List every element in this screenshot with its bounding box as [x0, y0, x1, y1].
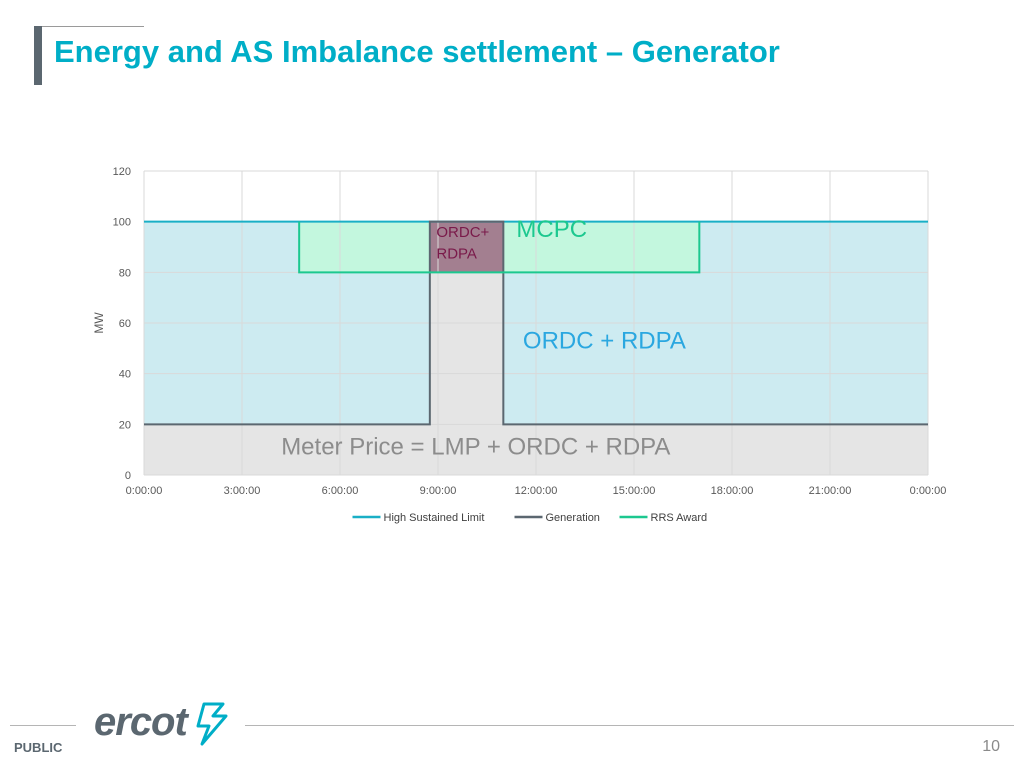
y-tick-label-80: 80 [119, 267, 131, 279]
region-generation-area [429, 272, 504, 425]
annotation-rdpa: RDPA [436, 245, 477, 262]
y-tick-label-100: 100 [113, 217, 131, 229]
footer-rule-left [10, 725, 76, 726]
y-axis-title: MW [92, 312, 106, 334]
annotation-ordc-rdpa: ORDC + RDPA [523, 327, 686, 354]
footer-rule-right [245, 725, 1014, 726]
ercot-logo-text: ercot [94, 700, 189, 744]
energy-imbalance-chart: 0 20 40 60 80 100 120 0:00:00 3:00:00 6:00:00 9:00… [92, 166, 947, 524]
x-tick-label-4: 12:00:00 [515, 485, 558, 497]
page-number: 10 [982, 738, 1000, 755]
legend-label-rrs-award: RRS Award [651, 512, 708, 524]
series-generation [144, 220, 928, 426]
ercot-logo: ercot [94, 700, 228, 746]
x-tick-label-8: 0:00:00 [910, 485, 947, 497]
region-ordc-rdpa [429, 221, 504, 273]
title-accent-bar [34, 26, 42, 85]
y-tick-label-0: 0 [125, 470, 131, 482]
y-tick-label-60: 60 [119, 318, 131, 330]
ercot-bolt-icon [196, 702, 228, 746]
legend-label-generation: Generation [546, 512, 600, 524]
x-tick-label-6: 18:00:00 [711, 485, 754, 497]
x-tick-label-3: 9:00:00 [420, 485, 457, 497]
annotation-ordc: ORDC+ [436, 224, 489, 241]
x-tick-label-2: 6:00:00 [322, 485, 359, 497]
slide-title: Energy and AS Imbalance settlement – Gen… [54, 34, 780, 69]
footer-public-label: PUBLIC [14, 740, 63, 755]
y-tick-label-40: 40 [119, 369, 131, 381]
y-tick-label-20: 20 [119, 419, 131, 431]
x-tick-label-0: 0:00:00 [126, 485, 163, 497]
x-tick-label-1: 3:00:00 [224, 485, 261, 497]
title-top-rule [36, 26, 144, 27]
x-tick-label-5: 15:00:00 [613, 485, 656, 497]
legend-label-high-sustained-limit: High Sustained Limit [384, 512, 485, 524]
annotation-mcpc: MCPC [516, 216, 587, 243]
x-tick-label-7: 21:00:00 [809, 485, 852, 497]
series-rrs-award [298, 221, 701, 274]
y-tick-label-120: 120 [113, 166, 131, 178]
annotation-meter-price-lmp-ordc-rdpa: Meter Price = LMP + ORDC + RDPA [281, 434, 670, 461]
